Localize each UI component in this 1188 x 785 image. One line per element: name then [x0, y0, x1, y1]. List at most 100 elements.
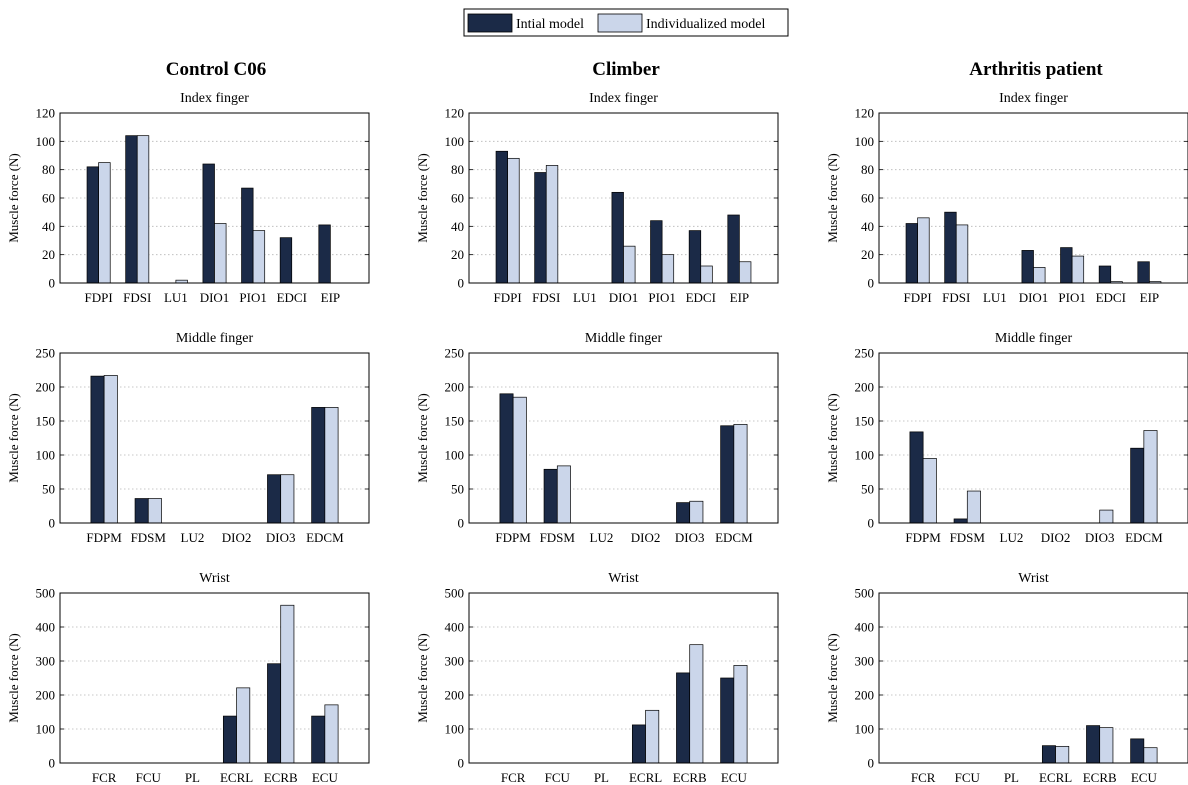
x-tick-label: PIO1 — [1058, 290, 1085, 305]
legend-label-individualized: Individualized model — [646, 17, 765, 32]
y-tick-label: 300 — [36, 654, 56, 669]
x-tick-label: EDCI — [1096, 290, 1126, 305]
x-tick-label: FCR — [501, 770, 526, 785]
axes-frame — [879, 593, 1188, 763]
bar-fdpi-individualized — [918, 218, 930, 283]
x-tick-label: FCU — [545, 770, 571, 785]
bar-ecu-initial — [312, 716, 325, 763]
y-tick-label: 200 — [445, 380, 465, 395]
panel-title: Wrist — [199, 571, 230, 586]
x-tick-label: PL — [1004, 770, 1019, 785]
x-tick-label: FDPM — [495, 530, 531, 545]
x-tick-label: EDCM — [1125, 530, 1163, 545]
x-tick-label: FCR — [911, 770, 936, 785]
bar-dio3-individualized — [1100, 510, 1113, 523]
bar-fdpi-individualized — [508, 158, 520, 283]
x-tick-label: FDPI — [494, 290, 522, 305]
x-tick-label: EIP — [1140, 290, 1160, 305]
bar-edci-initial — [689, 231, 701, 283]
y-tick-label: 0 — [868, 756, 875, 771]
x-tick-label: EDCI — [686, 290, 716, 305]
x-tick-label: FCU — [136, 770, 162, 785]
bar-fdpi-initial — [87, 167, 99, 283]
y-tick-label: 100 — [445, 722, 465, 737]
bar-pio1-individualized — [662, 255, 674, 283]
x-tick-label: EDCM — [306, 530, 344, 545]
x-tick-label: PL — [594, 770, 609, 785]
bar-ecrl-initial — [223, 716, 236, 763]
bar-eip-initial — [1138, 262, 1150, 283]
y-tick-label: 500 — [855, 586, 875, 601]
bar-fdpi-initial — [496, 151, 508, 283]
x-tick-label: ECRL — [629, 770, 662, 785]
bar-dio1-initial — [203, 164, 215, 283]
bar-ecu-individualized — [325, 705, 338, 763]
x-tick-label: ECU — [312, 770, 339, 785]
x-tick-label: PIO1 — [239, 290, 266, 305]
y-tick-label: 300 — [855, 654, 875, 669]
y-tick-label: 100 — [855, 722, 875, 737]
bar-fdpm-individualized — [104, 375, 117, 523]
bar-fdpm-individualized — [923, 458, 936, 523]
x-tick-label: LU2 — [1000, 530, 1024, 545]
column-title-climber: Climber — [592, 59, 660, 80]
y-tick-label: 500 — [36, 586, 56, 601]
x-tick-label: FDSM — [131, 530, 167, 545]
y-tick-label: 300 — [445, 654, 465, 669]
bar-fdpm-individualized — [513, 397, 526, 523]
y-axis-label: Muscle force (N) — [825, 393, 840, 483]
chart-index-finger-arthritis-patient: Index finger 0 20 40 60 80 100 120 Muscle force … — [825, 91, 1188, 305]
x-tick-label: DIO1 — [200, 290, 230, 305]
legend-swatch-individualized — [598, 14, 642, 32]
bar-ecrb-initial — [267, 664, 280, 763]
bar-pio1-initial — [1061, 248, 1073, 283]
y-tick-label: 120 — [855, 106, 875, 121]
x-tick-label: FDPM — [86, 530, 122, 545]
x-tick-label: ECRL — [1039, 770, 1072, 785]
bar-fdpi-individualized — [99, 163, 111, 283]
x-tick-label: FDPI — [85, 290, 113, 305]
bar-fdsi-individualized — [137, 136, 149, 283]
bar-fdpm-initial — [910, 432, 923, 523]
y-tick-label: 20 — [42, 247, 55, 262]
y-tick-label: 50 — [42, 482, 55, 497]
y-axis-label: Muscle force (N) — [6, 393, 21, 483]
panel-title: Index finger — [999, 91, 1068, 106]
x-tick-label: EIP — [730, 290, 750, 305]
x-tick-label: FDSM — [950, 530, 986, 545]
y-tick-label: 0 — [868, 276, 875, 291]
bar-edcm-individualized — [734, 424, 747, 523]
bar-ecu-individualized — [734, 665, 747, 763]
y-tick-label: 50 — [451, 482, 464, 497]
x-tick-label: DIO1 — [609, 290, 639, 305]
y-tick-label: 100 — [855, 448, 875, 463]
bar-edci-initial — [280, 238, 292, 283]
x-tick-label: PL — [185, 770, 200, 785]
panel-title: Middle finger — [995, 331, 1073, 346]
bar-dio1-initial — [612, 192, 624, 283]
y-tick-label: 250 — [36, 346, 56, 361]
bar-fdsi-individualized — [546, 165, 558, 283]
chart-wrist-climber: Wrist 0 100 200 300 400 500 Muscle force (N) FCR… — [415, 571, 778, 785]
x-tick-label: ECRB — [1083, 770, 1117, 785]
y-tick-label: 0 — [49, 276, 56, 291]
bar-fdsi-initial — [126, 136, 138, 283]
y-tick-label: 0 — [49, 516, 56, 531]
x-tick-label: LU1 — [164, 290, 188, 305]
bar-fdsi-individualized — [956, 225, 968, 283]
y-tick-label: 40 — [861, 219, 874, 234]
x-tick-label: DIO3 — [1085, 530, 1115, 545]
x-tick-label: FDPM — [905, 530, 941, 545]
y-tick-label: 100 — [445, 448, 465, 463]
y-tick-label: 80 — [42, 162, 55, 177]
bar-edcm-individualized — [1144, 431, 1157, 523]
y-axis-label: Muscle force (N) — [825, 633, 840, 723]
chart-middle-finger-arthritis-patient: Middle finger050100150200250Muscle force… — [825, 331, 1188, 545]
bar-fdsm-individualized — [148, 499, 161, 523]
x-tick-label: FCR — [92, 770, 117, 785]
chart-wrist-control-c06: Wrist 0 100 200 300 400 500 Muscle force (N) FCR… — [6, 571, 369, 785]
y-tick-label: 60 — [42, 191, 55, 206]
x-tick-label: EDCI — [277, 290, 307, 305]
bar-eip-initial — [728, 215, 740, 283]
